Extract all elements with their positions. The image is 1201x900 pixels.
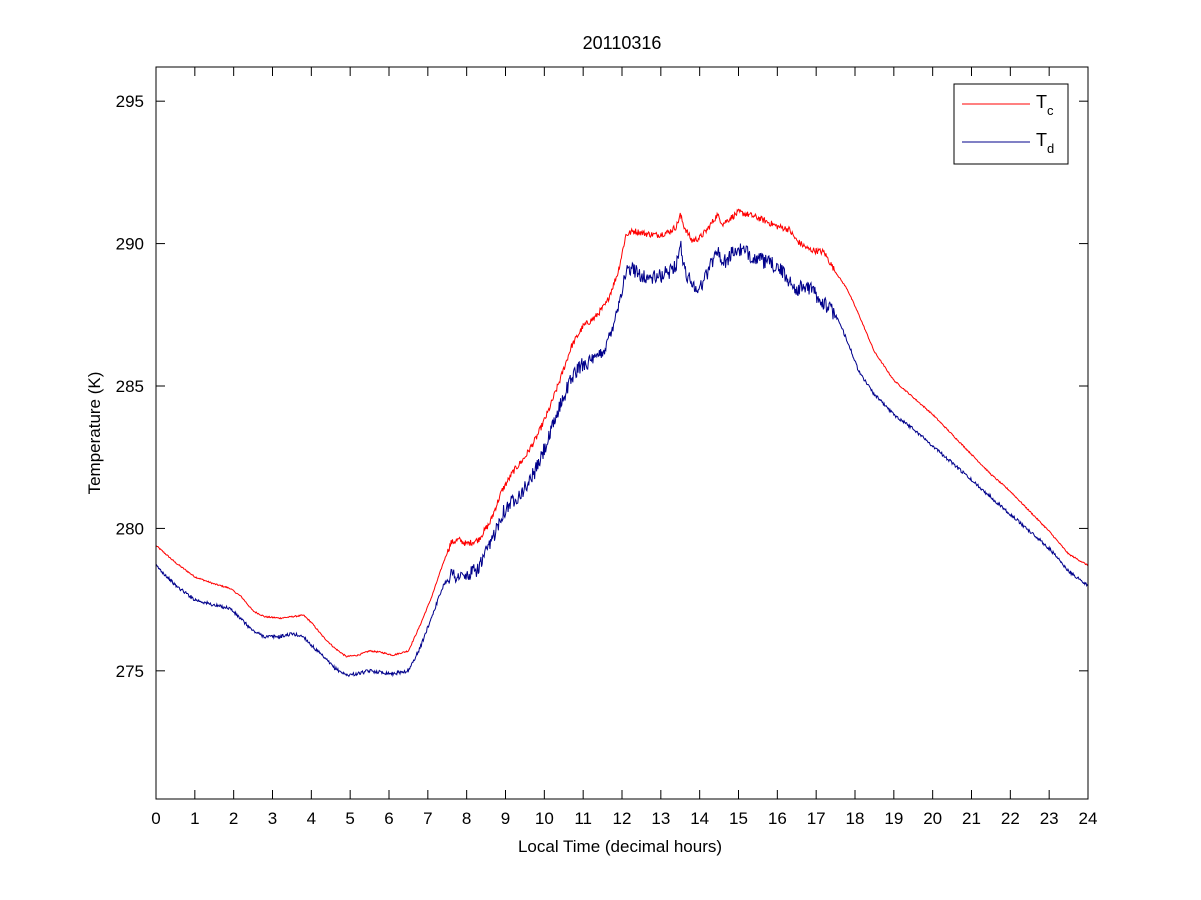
x-tick-label: 9 — [501, 809, 510, 828]
y-tick-label: 295 — [116, 92, 144, 111]
x-tick-label: 1 — [190, 809, 199, 828]
x-tick-label: 22 — [1001, 809, 1020, 828]
legend-entry-tc: Tc — [1036, 92, 1054, 118]
x-tick-label: 15 — [729, 809, 748, 828]
legend-box — [953, 83, 1069, 165]
x-tick-label: 12 — [613, 809, 632, 828]
series-line-td — [155, 240, 1089, 678]
plot-area — [156, 67, 1088, 799]
x-tick-label: 13 — [651, 809, 670, 828]
legend-name-tc: T — [1036, 92, 1047, 112]
x-tick-label: 0 — [151, 809, 160, 828]
legend: Tc Td — [953, 83, 1069, 165]
legend-name-td: T — [1036, 130, 1047, 150]
x-tick-label: 18 — [846, 809, 865, 828]
x-tick-label: 5 — [345, 809, 354, 828]
x-tick-label: 2 — [229, 809, 238, 828]
x-tick-label: 3 — [268, 809, 277, 828]
series-layer — [155, 208, 1089, 678]
x-tick-label: 23 — [1040, 809, 1059, 828]
legend-subscript-td: d — [1047, 141, 1054, 156]
x-tick-label: 10 — [535, 809, 554, 828]
x-tick-label: 4 — [307, 809, 316, 828]
y-tick-label: 285 — [116, 377, 144, 396]
y-tick-label: 280 — [116, 519, 144, 538]
x-tick-label: 7 — [423, 809, 432, 828]
x-tick-label: 20 — [923, 809, 942, 828]
x-tick-label: 14 — [690, 809, 709, 828]
y-tick-label: 275 — [116, 662, 144, 681]
chart-title: 20110316 — [583, 33, 662, 53]
x-tick-label: 17 — [807, 809, 826, 828]
series-line-tc — [155, 208, 1089, 658]
x-tick-label: 8 — [462, 809, 471, 828]
x-tick-label: 6 — [384, 809, 393, 828]
x-tick-label: 16 — [768, 809, 787, 828]
x-tick-label: 21 — [962, 809, 981, 828]
y-axis-label: Temperature (K) — [85, 372, 104, 495]
x-tick-label: 24 — [1079, 809, 1098, 828]
legend-subscript-tc: c — [1047, 103, 1054, 118]
x-tick-label: 19 — [884, 809, 903, 828]
x-tick-label: 11 — [574, 809, 592, 828]
y-tick-label: 290 — [116, 235, 144, 254]
x-axis-label: Local Time (decimal hours) — [518, 837, 722, 856]
x-axis-ticks: 0 1 2 3 4 5 6 7 8 9 10 11 12 13 14 15 16 17 18 19 20 21 22 23 24 — [151, 67, 1097, 828]
legend-entry-td: Td — [1036, 130, 1054, 156]
y-axis-ticks: 275 280 285 290 295 — [116, 92, 1088, 681]
